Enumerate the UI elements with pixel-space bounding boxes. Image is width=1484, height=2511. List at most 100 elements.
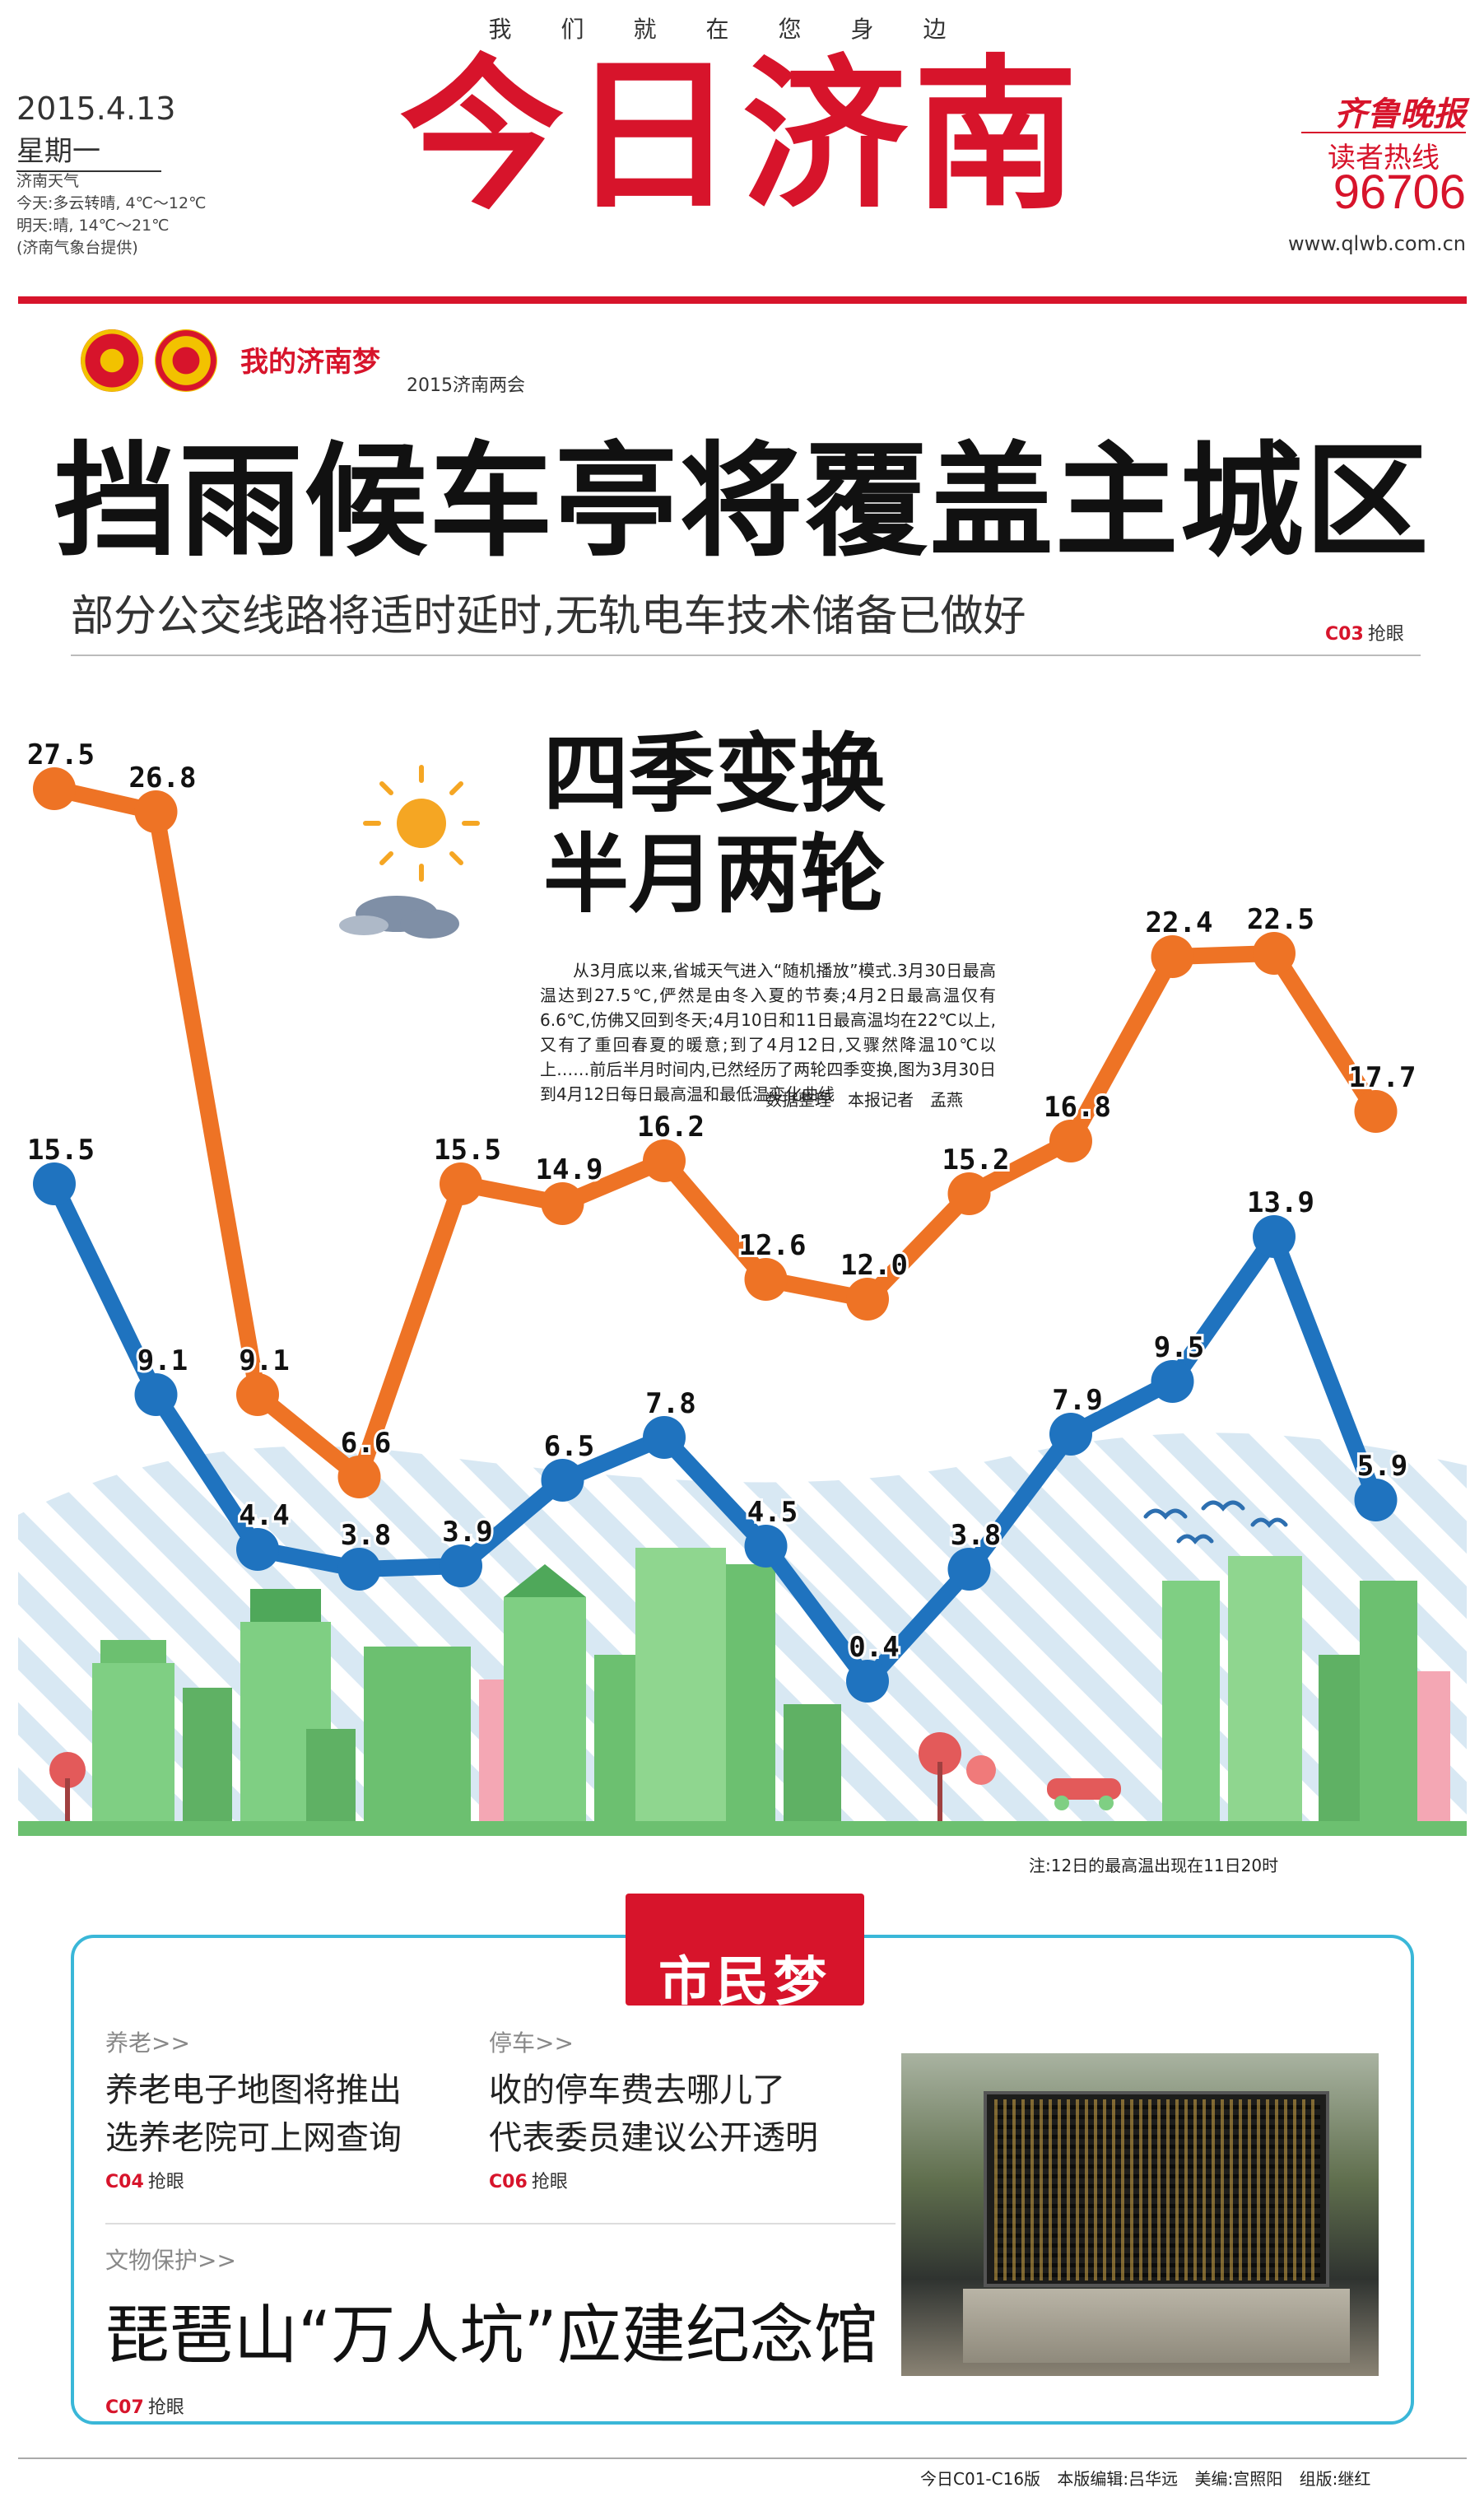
item-headline-line1: 收的停车费去哪儿了 bbox=[489, 2071, 785, 2109]
data-label-low: 6.5 bbox=[544, 1430, 594, 1463]
sun-icon bbox=[363, 765, 480, 882]
item-category: 养老>> bbox=[105, 2029, 190, 2057]
data-label-high: 22.4 bbox=[1146, 906, 1213, 939]
data-point-high bbox=[947, 1172, 991, 1215]
feature-title-line2: 半月两轮 bbox=[543, 824, 886, 925]
section-sublabel: 2015济南两会 bbox=[407, 375, 525, 396]
data-label-high: 16.2 bbox=[637, 1111, 705, 1144]
national-emblem-icon bbox=[81, 329, 143, 392]
data-point-low bbox=[1049, 1413, 1092, 1456]
data-point-high bbox=[541, 1182, 584, 1225]
data-point-low bbox=[947, 1548, 991, 1591]
item-page-ref: C07 抢眼 bbox=[105, 2392, 896, 2419]
data-point-high bbox=[846, 1278, 889, 1321]
data-label-high: 12.6 bbox=[739, 1229, 807, 1262]
data-label-low: 0.4 bbox=[849, 1631, 899, 1664]
footer-credits: 今日C01-C16版 本版编辑:吕华远 美编:宫照阳 组版:继红 bbox=[920, 2466, 1370, 2490]
data-point-high bbox=[134, 790, 178, 833]
item-headline-line2: 选养老院可上网查询 bbox=[105, 2119, 402, 2157]
item-category: 停车>> bbox=[489, 2029, 574, 2057]
data-point-low bbox=[134, 1373, 178, 1416]
page-ref-tag: 抢眼 bbox=[147, 2172, 184, 2192]
data-label-high: 6.6 bbox=[341, 1427, 391, 1460]
feature-title-line1: 四季变换 bbox=[543, 724, 886, 824]
page-ref-tag: 抢眼 bbox=[147, 2397, 184, 2418]
data-label-high: 22.5 bbox=[1247, 903, 1314, 936]
masthead-divider bbox=[18, 296, 1467, 304]
data-point-low bbox=[337, 1548, 381, 1591]
footer-pages: 今日C01-C16版 bbox=[920, 2469, 1041, 2489]
data-label-low: 3.8 bbox=[341, 1519, 391, 1552]
footer-rule bbox=[18, 2457, 1467, 2459]
data-label-low: 15.5 bbox=[27, 1134, 95, 1167]
weather-today: 今天:多云转晴, 4℃～12℃ bbox=[16, 194, 207, 212]
data-label-high: 27.5 bbox=[27, 738, 95, 771]
page-ref-code: C07 bbox=[105, 2397, 144, 2418]
weather-source: (济南气象台提供) bbox=[16, 239, 138, 257]
slogan: 我们就在您身边 bbox=[488, 16, 996, 43]
data-point-high bbox=[744, 1258, 788, 1301]
data-point-low bbox=[1354, 1479, 1398, 1521]
masthead-title: 今日济南 bbox=[399, 39, 1085, 232]
item-page-ref: C04 抢眼 bbox=[105, 2167, 402, 2193]
birds-icon bbox=[1143, 1500, 1288, 1544]
item-elderly[interactable]: 养老>> 养老电子地图将推出 选养老院可上网查询 C04 抢眼 bbox=[105, 2025, 402, 2193]
data-point-high bbox=[337, 1456, 381, 1498]
data-point-low bbox=[846, 1660, 889, 1703]
item-parking[interactable]: 停车>> 收的停车费去哪儿了 代表委员建议公开透明 C06 抢眼 bbox=[489, 2025, 818, 2193]
feature-intro: 从3月底以来,省城天气进入“随机播放”模式.3月30日最高温达到27.5℃,俨然… bbox=[540, 961, 996, 1104]
data-point-high bbox=[643, 1139, 686, 1182]
plot-area: 27.5 26.8 9.1 6.6 15.5 14.9 16.2 12.6 12.0 15.2 16… bbox=[25, 736, 1418, 1703]
brand-logo: 齐鲁晚报 bbox=[1334, 95, 1466, 133]
data-label-low: 7.8 bbox=[645, 1387, 695, 1420]
data-label-low: 3.8 bbox=[951, 1519, 1001, 1552]
page-ref-code: C04 bbox=[105, 2172, 144, 2192]
data-point-low bbox=[33, 1162, 76, 1205]
data-point-low bbox=[440, 1544, 482, 1587]
data-point-low bbox=[236, 1528, 279, 1571]
data-label-high: 15.2 bbox=[942, 1144, 1010, 1176]
data-label-low: 7.9 bbox=[1052, 1384, 1102, 1417]
data-point-high bbox=[1151, 935, 1194, 978]
data-label-low: 3.9 bbox=[442, 1516, 492, 1549]
data-point-high bbox=[1049, 1120, 1092, 1162]
data-label-high: 16.8 bbox=[1044, 1091, 1111, 1124]
issue-weekday: 星期一 bbox=[16, 128, 161, 172]
hotline-label: 读者热线 bbox=[1301, 132, 1466, 175]
weather-title: 济南天气 bbox=[16, 172, 80, 190]
website-link[interactable]: www.qlwb.com.cn bbox=[1288, 232, 1466, 255]
footer-art: 美编:宫照阳 bbox=[1194, 2469, 1283, 2489]
data-label-low: 13.9 bbox=[1247, 1186, 1314, 1219]
item-page-ref: C06 抢眼 bbox=[489, 2167, 818, 2193]
chart-note: 注:12日的最高温出现在11日20时 bbox=[1029, 1856, 1279, 1875]
item-headline-line1: 养老电子地图将推出 bbox=[105, 2071, 402, 2109]
data-label-low: 4.5 bbox=[747, 1496, 798, 1529]
lead-headline[interactable]: 挡雨候车亭将覆盖主城区 bbox=[53, 431, 1431, 574]
data-label-low: 4.4 bbox=[239, 1499, 289, 1532]
item-headline: 琵琶山“万人坑”应建纪念馆 bbox=[105, 2299, 878, 2373]
item-headline-line2: 代表委员建议公开透明 bbox=[489, 2119, 818, 2157]
stele-inscription bbox=[994, 2099, 1320, 2280]
hotline-number: 96706 bbox=[1333, 165, 1466, 219]
page-ref-tag: 抢眼 bbox=[1367, 624, 1404, 645]
section-rule bbox=[71, 655, 1421, 656]
page-ref-code: C03 bbox=[1325, 624, 1364, 645]
item-category: 文物保护>> bbox=[105, 2247, 236, 2274]
citizen-dream-banner bbox=[626, 1894, 864, 2006]
data-point-low bbox=[643, 1416, 686, 1459]
item-heritage[interactable]: 文物保护>> 琵琶山“万人坑”应建纪念馆 C07 抢眼 bbox=[105, 2223, 896, 2419]
lead-page-ref[interactable]: C03 抢眼 bbox=[1325, 619, 1404, 645]
data-point-low bbox=[541, 1459, 584, 1502]
data-point-high bbox=[1253, 932, 1296, 975]
data-point-high bbox=[236, 1373, 279, 1416]
data-label-low: 9.5 bbox=[1154, 1331, 1204, 1364]
data-point-high bbox=[440, 1162, 482, 1205]
data-label-high: 17.7 bbox=[1349, 1061, 1417, 1094]
data-point-low bbox=[1151, 1360, 1194, 1403]
issue-date: 2015.4.13 bbox=[16, 91, 176, 127]
data-label-high: 15.5 bbox=[434, 1134, 501, 1167]
data-label-high: 12.0 bbox=[840, 1249, 908, 1282]
stele-base bbox=[963, 2289, 1350, 2363]
data-point-low bbox=[1253, 1215, 1296, 1258]
citizen-dream-title: 市民梦 bbox=[658, 1952, 831, 2013]
